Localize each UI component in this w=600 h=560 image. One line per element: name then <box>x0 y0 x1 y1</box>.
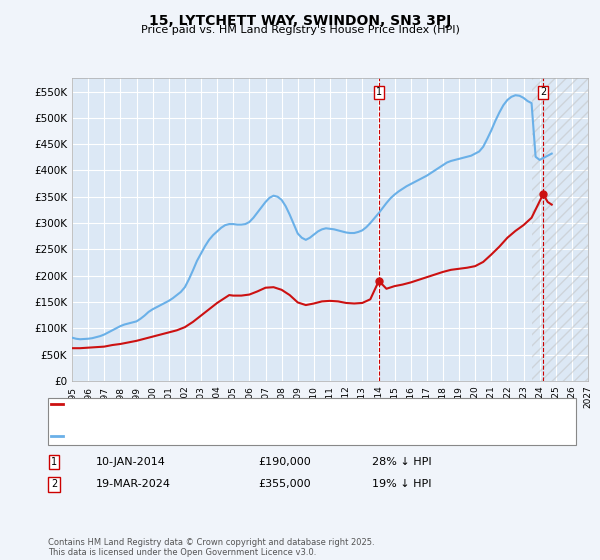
Text: 15, LYTCHETT WAY, SWINDON, SN3 3PJ (detached house): 15, LYTCHETT WAY, SWINDON, SN3 3PJ (deta… <box>106 404 384 414</box>
Text: Contains HM Land Registry data © Crown copyright and database right 2025.
This d: Contains HM Land Registry data © Crown c… <box>48 538 374 557</box>
Text: HPI: Average price, detached house, Swindon: HPI: Average price, detached house, Swin… <box>66 431 303 441</box>
Text: HPI: Average price, detached house, Swindon: HPI: Average price, detached house, Swin… <box>106 427 328 437</box>
Text: 1: 1 <box>51 457 57 467</box>
Text: £190,000: £190,000 <box>258 457 311 467</box>
Bar <box>532 78 588 381</box>
Text: 15, LYTCHETT WAY, SWINDON, SN3 3PJ: 15, LYTCHETT WAY, SWINDON, SN3 3PJ <box>149 14 451 28</box>
Text: 10-JAN-2014: 10-JAN-2014 <box>96 457 166 467</box>
Text: Price paid vs. HM Land Registry's House Price Index (HPI): Price paid vs. HM Land Registry's House … <box>140 25 460 35</box>
Text: 15, LYTCHETT WAY, SWINDON, SN3 3PJ (detached house): 15, LYTCHETT WAY, SWINDON, SN3 3PJ (deta… <box>66 399 361 409</box>
Text: 2: 2 <box>540 87 546 97</box>
Text: 19-MAR-2024: 19-MAR-2024 <box>96 479 171 489</box>
Text: 2: 2 <box>51 479 57 489</box>
Text: £355,000: £355,000 <box>258 479 311 489</box>
Text: 1: 1 <box>376 87 382 97</box>
Text: 28% ↓ HPI: 28% ↓ HPI <box>372 457 431 467</box>
Text: 19% ↓ HPI: 19% ↓ HPI <box>372 479 431 489</box>
